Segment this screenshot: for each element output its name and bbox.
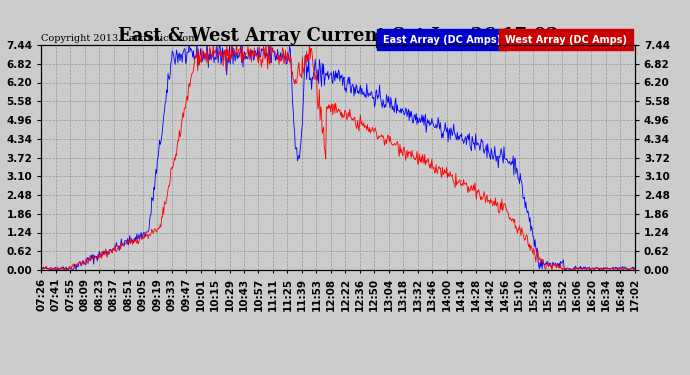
Text: Copyright 2013 Cartronics.com: Copyright 2013 Cartronics.com xyxy=(41,34,198,43)
Title: East & West Array Current Sat Jan 26 17:02: East & West Array Current Sat Jan 26 17:… xyxy=(118,27,558,45)
Legend: East Array (DC Amps), West Array (DC Amps): East Array (DC Amps), West Array (DC Amp… xyxy=(376,32,630,48)
